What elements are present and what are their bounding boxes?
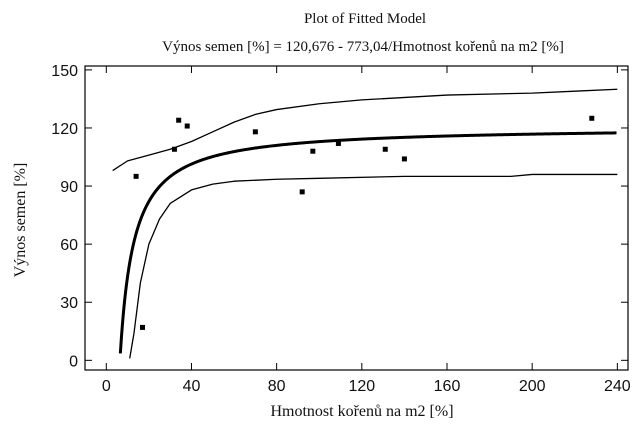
data-point <box>310 148 316 154</box>
x-axis-ticks: 0 40 80 120 160 200 240 <box>102 66 631 395</box>
data-points <box>133 115 595 330</box>
lower-confidence-band <box>129 173 618 359</box>
fitted-line-layer <box>118 131 617 354</box>
data-point <box>133 173 139 179</box>
chart-title: Plot of Fitted Model <box>304 11 426 27</box>
data-point <box>335 140 341 146</box>
x-tick-label: 160 <box>434 378 461 395</box>
upper-confidence-band <box>112 88 618 172</box>
x-tick-label: 0 <box>102 378 111 395</box>
y-tick-label: 90 <box>60 179 78 196</box>
y-tick-label: 30 <box>60 295 78 312</box>
y-axis-ticks: 0 30 60 90 120 150 <box>51 63 628 370</box>
data-point <box>299 189 305 195</box>
data-point <box>171 146 177 152</box>
y-axis-label: Výnos semen [%] <box>12 163 29 278</box>
data-point <box>589 115 595 121</box>
x-axis-label: Hmotnost kořenů na m2 [%] <box>270 403 453 420</box>
x-tick-label: 80 <box>268 378 286 395</box>
y-tick-label: 150 <box>51 63 78 80</box>
data-point <box>252 129 258 135</box>
x-tick-label: 240 <box>604 378 631 395</box>
fitted-curve <box>118 131 617 354</box>
x-tick-label: 120 <box>348 378 375 395</box>
data-point <box>184 123 190 129</box>
chart-subtitle: Výnos semen [%] = 120,676 - 773,04/Hmotn… <box>162 39 564 55</box>
data-point <box>176 117 182 123</box>
x-tick-label: 40 <box>183 378 201 395</box>
y-tick-label: 0 <box>69 353 78 370</box>
confidence-bands <box>112 88 618 359</box>
data-point <box>401 156 407 162</box>
data-point <box>382 146 388 152</box>
x-tick-label: 200 <box>519 378 546 395</box>
y-tick-label: 120 <box>51 121 78 138</box>
data-point <box>139 324 145 330</box>
y-tick-label: 60 <box>60 237 78 254</box>
plot-area-frame <box>84 65 629 371</box>
